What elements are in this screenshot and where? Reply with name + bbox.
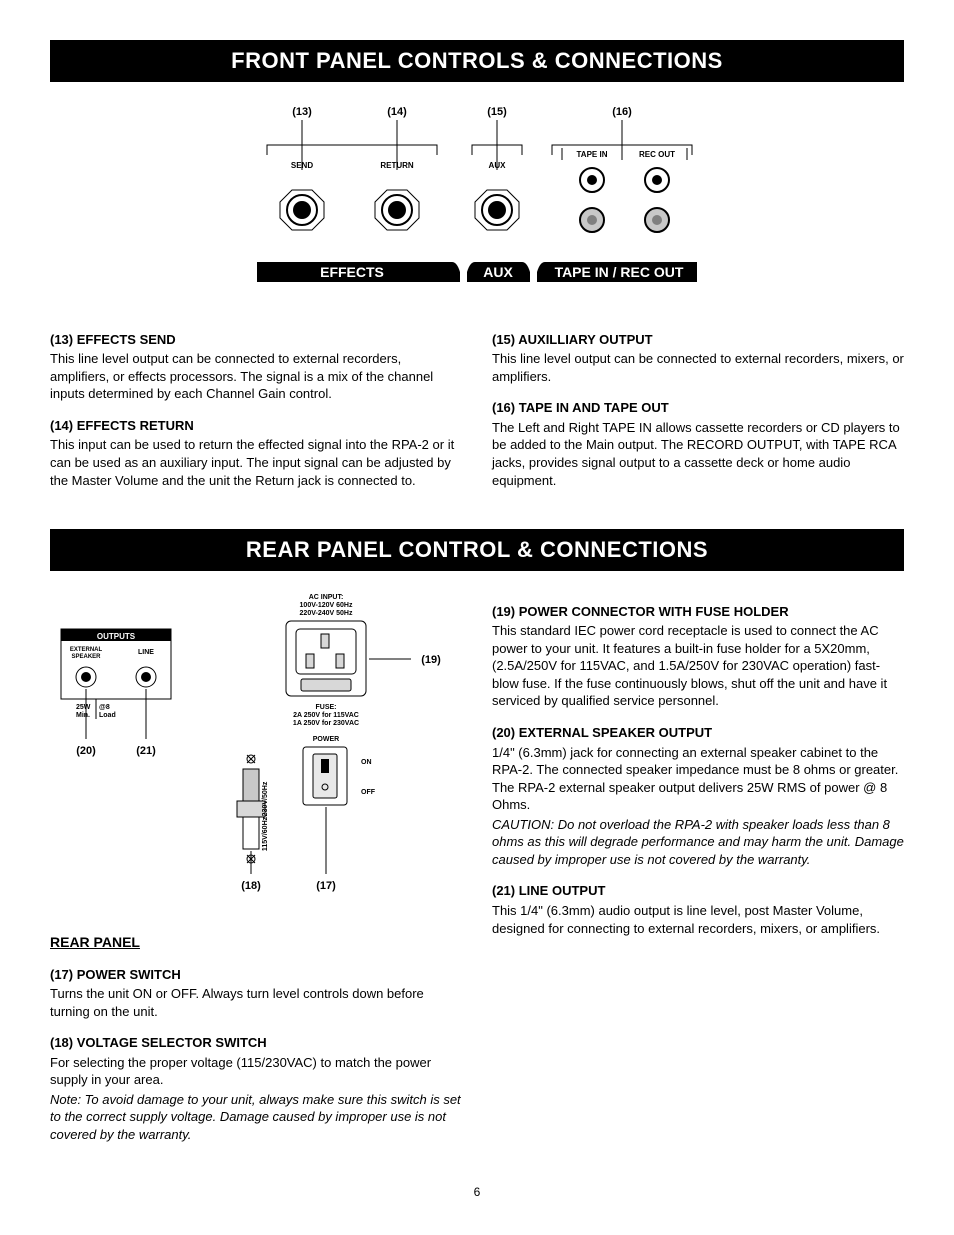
rear-col-left: OUTPUTS EXTERNAL SPEAKER LINE 25W Min. @… [50, 589, 462, 1144]
rca-rec-out-icon [645, 168, 669, 232]
rear-panel-subhead: REAR PANEL [50, 933, 462, 952]
page-number: 6 [50, 1184, 904, 1200]
svg-text:1A 250V for 230VAC: 1A 250V for 230VAC [293, 720, 359, 727]
svg-text:TAPE IN: TAPE IN [577, 150, 608, 159]
item-18-title: (18) VOLTAGE SELECTOR SWITCH [50, 1034, 462, 1052]
front-col-right: (15) AUXILLIARY OUTPUT This line level o… [492, 317, 904, 489]
item-20-title: (20) EXTERNAL SPEAKER OUTPUT [492, 724, 904, 742]
svg-text:EFFECTS: EFFECTS [320, 264, 384, 280]
callout-17: (17) [316, 880, 336, 892]
svg-text:115V/60Hz: 115V/60Hz [262, 816, 269, 851]
item-19-title: (19) POWER CONNECTOR WITH FUSE HOLDER [492, 603, 904, 621]
svg-text:Min.: Min. [76, 712, 90, 719]
svg-text:100V-120V 60Hz: 100V-120V 60Hz [300, 602, 353, 609]
item-17-title: (17) POWER SWITCH [50, 966, 462, 984]
svg-text:SPEAKER: SPEAKER [71, 654, 101, 660]
svg-text:RETURN: RETURN [380, 161, 414, 170]
item-19-text: This standard IEC power cord receptacle … [492, 622, 904, 710]
item-21-text: This 1/4" (6.3mm) audio output is line l… [492, 902, 904, 937]
svg-text:OUTPUTS: OUTPUTS [97, 632, 136, 641]
item-18-text: For selecting the proper voltage (115/23… [50, 1054, 462, 1089]
svg-text:LINE: LINE [138, 649, 154, 656]
callout-19: (19) [421, 654, 441, 666]
rear-panel-diagram: OUTPUTS EXTERNAL SPEAKER LINE 25W Min. @… [51, 589, 461, 919]
callout-21: (21) [136, 745, 156, 757]
rca-tape-in-icon [580, 168, 604, 232]
front-col-left: (13) EFFECTS SEND This line level output… [50, 317, 462, 489]
item-16-text: The Left and Right TAPE IN allows casset… [492, 419, 904, 489]
svg-text:ON: ON [361, 759, 372, 766]
callout-18: (18) [241, 880, 261, 892]
svg-text:SEND: SEND [291, 161, 313, 170]
item-16-title: (16) TAPE IN AND TAPE OUT [492, 399, 904, 417]
item-14-text: This input can be used to return the eff… [50, 436, 462, 489]
svg-text:AC INPUT:: AC INPUT: [309, 594, 344, 601]
item-17-text: Turns the unit ON or OFF. Always turn le… [50, 985, 462, 1020]
svg-text:230V/50Hz: 230V/50Hz [262, 781, 269, 816]
jack-aux-icon [475, 190, 519, 230]
svg-text:POWER: POWER [313, 736, 339, 743]
item-15-text: This line level output can be connected … [492, 350, 904, 385]
svg-text:AUX: AUX [483, 264, 513, 280]
svg-text:EXTERNAL: EXTERNAL [70, 647, 103, 653]
svg-text:2A 250V for 115VAC: 2A 250V for 115VAC [293, 712, 359, 719]
callout-14: (14) [387, 106, 407, 118]
svg-text:25W: 25W [76, 704, 91, 711]
callout-16: (16) [612, 106, 632, 118]
item-15-title: (15) AUXILLIARY OUTPUT [492, 331, 904, 349]
item-13-title: (13) EFFECTS SEND [50, 331, 462, 349]
rear-col-right: (19) POWER CONNECTOR WITH FUSE HOLDER Th… [492, 589, 904, 1144]
item-18-note: Note: To avoid damage to your unit, alwa… [50, 1091, 462, 1144]
svg-text:Load: Load [99, 712, 116, 719]
item-14-title: (14) EFFECTS RETURN [50, 417, 462, 435]
section-header-front: FRONT PANEL CONTROLS & CONNECTIONS [50, 40, 904, 82]
item-20-caution: CAUTION: Do not overload the RPA-2 with … [492, 816, 904, 869]
callout-13: (13) [292, 106, 312, 118]
svg-text:FUSE:: FUSE: [316, 704, 337, 711]
svg-text:220V-240V 50Hz: 220V-240V 50Hz [300, 610, 353, 617]
callout-15: (15) [487, 106, 507, 118]
front-text-columns: (13) EFFECTS SEND This line level output… [50, 317, 904, 489]
section-header-rear: REAR PANEL CONTROL & CONNECTIONS [50, 529, 904, 571]
item-21-title: (21) LINE OUTPUT [492, 882, 904, 900]
rear-text-columns: OUTPUTS EXTERNAL SPEAKER LINE 25W Min. @… [50, 589, 904, 1144]
item-13-text: This line level output can be connected … [50, 350, 462, 403]
jack-send-icon [280, 190, 324, 230]
svg-text:REC OUT: REC OUT [639, 150, 675, 159]
svg-text:@8: @8 [99, 704, 110, 711]
jack-return-icon [375, 190, 419, 230]
front-panel-diagram: (13) (14) (15) (16) SEND RETURN AUX TAPE… [50, 100, 904, 295]
svg-text:OFF: OFF [361, 789, 376, 796]
callout-20: (20) [76, 745, 96, 757]
svg-text:AUX: AUX [489, 161, 507, 170]
item-20-text: 1/4" (6.3mm) jack for connecting an exte… [492, 744, 904, 814]
svg-text:TAPE IN / REC OUT: TAPE IN / REC OUT [555, 264, 684, 280]
